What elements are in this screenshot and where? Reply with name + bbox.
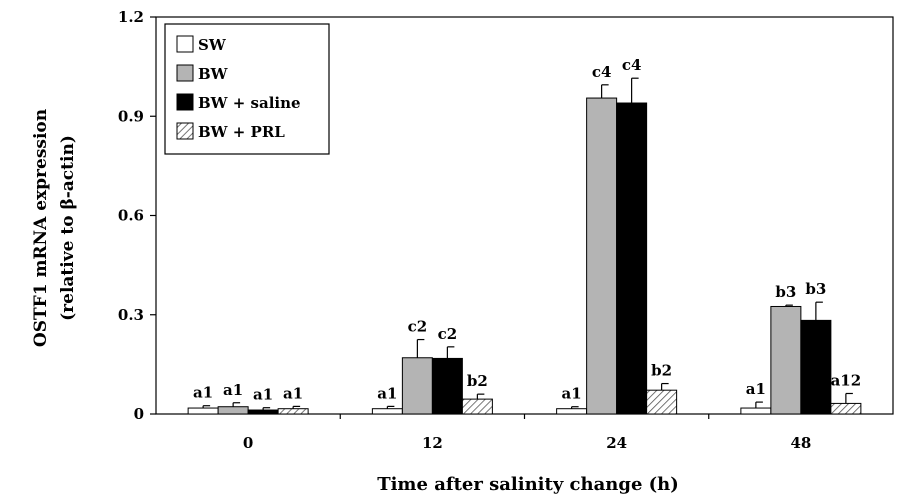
x-tick-label: 0 bbox=[243, 434, 253, 452]
data-label: b2 bbox=[651, 362, 672, 380]
data-label: b2 bbox=[467, 372, 488, 390]
bar bbox=[800, 319, 832, 415]
bar bbox=[830, 402, 862, 415]
data-label: c2 bbox=[408, 318, 428, 336]
data-label: a1 bbox=[253, 386, 273, 404]
bar bbox=[371, 408, 403, 415]
bar bbox=[401, 357, 433, 415]
x-axis-title: Time after salinity change (h) bbox=[377, 474, 679, 495]
x-tick-label: 48 bbox=[790, 434, 811, 452]
bar bbox=[586, 97, 618, 415]
data-label: c2 bbox=[438, 325, 458, 343]
bar bbox=[431, 357, 463, 415]
bar bbox=[217, 406, 249, 415]
bar bbox=[187, 407, 219, 415]
legend-swatch bbox=[176, 122, 194, 140]
legend-swatch bbox=[176, 93, 194, 111]
bar bbox=[247, 409, 279, 415]
legend-label: BW + saline bbox=[198, 94, 301, 112]
bar bbox=[770, 305, 802, 415]
y-tick-label: 0 bbox=[134, 405, 144, 423]
bar bbox=[646, 389, 678, 415]
legend-swatch bbox=[176, 64, 194, 82]
bar bbox=[616, 102, 648, 415]
legend-swatch bbox=[176, 35, 194, 53]
y-tick-label: 0.6 bbox=[118, 207, 144, 225]
bar bbox=[277, 408, 309, 415]
data-label: a12 bbox=[831, 371, 862, 389]
legend-label: BW + PRL bbox=[198, 123, 285, 141]
data-label: b3 bbox=[805, 280, 826, 298]
y-axis-title-line2: (relative to β-actin) bbox=[58, 135, 78, 321]
x-tick-label: 24 bbox=[606, 434, 627, 452]
y-tick-label: 0.9 bbox=[118, 107, 144, 125]
y-axis-title-line1: OSTF1 mRNA expression bbox=[31, 109, 51, 347]
data-label: a1 bbox=[283, 384, 303, 402]
y-tick-label: 1.2 bbox=[118, 8, 144, 26]
data-label: a1 bbox=[193, 384, 213, 402]
y-tick-label: 0.3 bbox=[118, 306, 144, 324]
data-label: c4 bbox=[592, 63, 612, 81]
bar bbox=[740, 407, 772, 415]
data-label: a1 bbox=[223, 381, 243, 399]
bar bbox=[461, 398, 493, 415]
x-tick-label: 12 bbox=[422, 434, 443, 452]
bar bbox=[556, 408, 588, 415]
data-label: a1 bbox=[377, 384, 397, 402]
legend-label: BW bbox=[198, 65, 229, 83]
data-label: a1 bbox=[746, 380, 766, 398]
legend-label: SW bbox=[198, 36, 227, 54]
legend: SW BW BW + saline BW + PRL bbox=[164, 23, 330, 155]
data-label: c4 bbox=[622, 56, 642, 74]
data-label: a1 bbox=[562, 385, 582, 403]
plot-area: 0 0.3 0.6 0.9 1.2 0 a1 a1 a1 a1 12 a1 c2 c2 b2 24 a1 c4 c4… bbox=[118, 8, 894, 452]
data-label: b3 bbox=[775, 283, 796, 301]
